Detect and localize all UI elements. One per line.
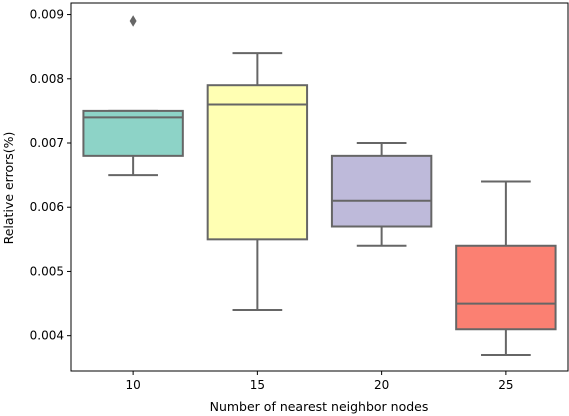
y-tick-label: 0.005	[30, 264, 64, 278]
x-axis-label: Number of nearest neighbor nodes	[210, 399, 429, 414]
y-tick-label: 0.008	[30, 72, 64, 86]
x-tick-label: 15	[250, 378, 265, 392]
plot-frame	[70, 2, 569, 372]
y-tick-label: 0.004	[30, 329, 64, 343]
box	[455, 244, 557, 331]
box-group-10	[82, 15, 184, 177]
box	[206, 84, 309, 241]
x-tick-label: 10	[125, 378, 140, 392]
axes-layer: 0.004 0.005 0.006 0.007 0.008 0.009 10 15 20 25	[30, 2, 569, 392]
box-group-15	[206, 52, 309, 311]
boxes-layer	[82, 15, 557, 356]
y-tick-label: 0.007	[30, 136, 64, 150]
box-group-20	[330, 142, 433, 247]
box	[82, 109, 184, 157]
box-group-25	[455, 180, 557, 356]
outlier-point	[129, 15, 137, 27]
box	[330, 154, 433, 228]
y-tick-label: 0.009	[30, 8, 64, 22]
x-tick-label: 20	[374, 378, 389, 392]
x-tick-label: 25	[498, 378, 513, 392]
y-axis-label: Relative errors(%)	[1, 132, 16, 245]
y-tick-label: 0.006	[30, 200, 64, 214]
